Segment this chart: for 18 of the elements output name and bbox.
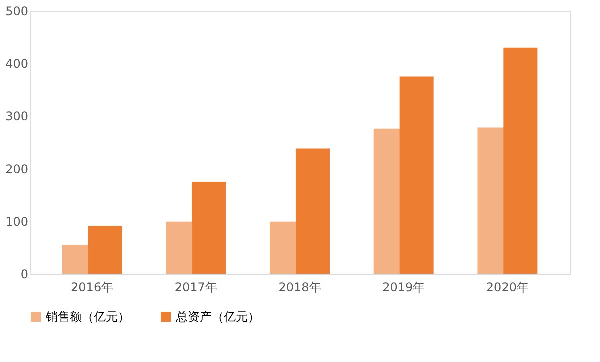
y-tick-label: 300 xyxy=(6,110,28,124)
bar xyxy=(400,76,434,274)
bar xyxy=(192,182,226,274)
bar xyxy=(504,48,538,274)
y-tick-label: 0 xyxy=(20,268,28,282)
x-tick-label: 2020年 xyxy=(486,280,529,294)
y-tick-label: 400 xyxy=(6,57,28,72)
y-tick-label: 200 xyxy=(6,162,28,176)
y-tick-label: 500 xyxy=(6,4,28,18)
x-tick-label: 2017年 xyxy=(174,280,218,294)
legend-label: 总资产（亿元） xyxy=(175,310,260,324)
bar xyxy=(88,226,122,274)
bar xyxy=(296,148,330,274)
x-tick-label: 2016年 xyxy=(71,280,114,294)
x-tick-label: 2018年 xyxy=(278,280,322,294)
legend-label: 销售额（亿元） xyxy=(45,310,130,324)
x-tick-label: 2019年 xyxy=(382,280,426,294)
y-tick-label: 100 xyxy=(6,214,28,229)
